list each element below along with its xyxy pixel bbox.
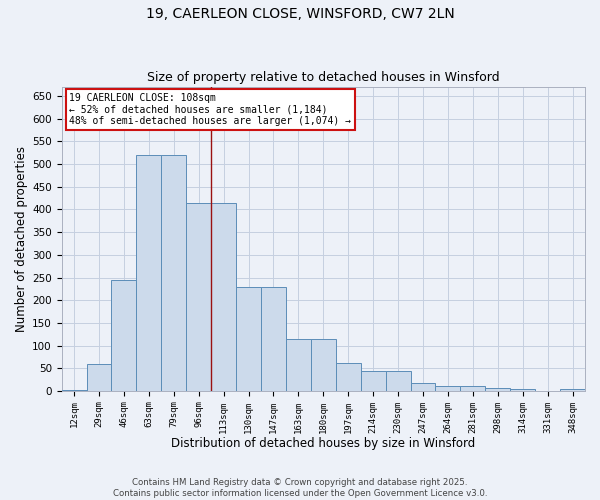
Title: Size of property relative to detached houses in Winsford: Size of property relative to detached ho…: [147, 72, 500, 85]
Bar: [436, 386, 460, 391]
Bar: [86, 364, 112, 391]
Bar: [361, 371, 386, 391]
Bar: [460, 386, 485, 391]
Bar: [311, 338, 336, 391]
Bar: [261, 288, 286, 391]
Bar: [510, 388, 535, 391]
Bar: [62, 390, 86, 391]
Bar: [336, 362, 361, 391]
Bar: [161, 155, 186, 391]
Text: 19 CAERLEON CLOSE: 108sqm
← 52% of detached houses are smaller (1,184)
48% of se: 19 CAERLEON CLOSE: 108sqm ← 52% of detac…: [70, 93, 352, 126]
Bar: [136, 155, 161, 391]
X-axis label: Distribution of detached houses by size in Winsford: Distribution of detached houses by size …: [171, 437, 475, 450]
Bar: [485, 388, 510, 391]
Bar: [112, 280, 136, 391]
Bar: [286, 338, 311, 391]
Bar: [410, 382, 436, 391]
Text: Contains HM Land Registry data © Crown copyright and database right 2025.
Contai: Contains HM Land Registry data © Crown c…: [113, 478, 487, 498]
Bar: [560, 388, 585, 391]
Bar: [236, 288, 261, 391]
Bar: [186, 202, 211, 391]
Y-axis label: Number of detached properties: Number of detached properties: [15, 146, 28, 332]
Bar: [211, 202, 236, 391]
Text: 19, CAERLEON CLOSE, WINSFORD, CW7 2LN: 19, CAERLEON CLOSE, WINSFORD, CW7 2LN: [146, 8, 454, 22]
Bar: [386, 371, 410, 391]
